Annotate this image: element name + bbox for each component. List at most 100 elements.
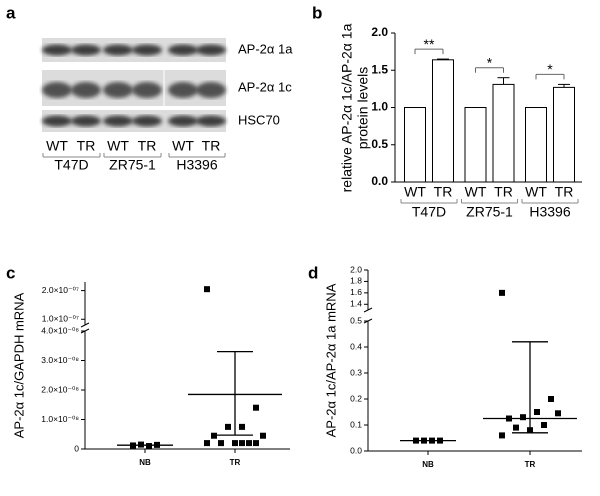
lane-label: WT bbox=[172, 138, 194, 154]
blot-band bbox=[71, 82, 101, 98]
y-tick-label: 2.0 bbox=[371, 25, 388, 39]
y-tick-label: 0 bbox=[74, 443, 79, 453]
blot-band bbox=[196, 115, 226, 127]
data-point bbox=[239, 423, 245, 430]
panel-label: c bbox=[6, 263, 15, 282]
lane-label: WT bbox=[107, 138, 129, 154]
data-point bbox=[499, 432, 505, 439]
bar bbox=[525, 107, 547, 183]
bar bbox=[553, 86, 575, 183]
data-point bbox=[246, 440, 252, 447]
group-label: T47D bbox=[412, 204, 446, 220]
y-tick-label: 2.0×10⁻⁰⁷ bbox=[42, 285, 79, 295]
x-tick-label: TR bbox=[555, 184, 574, 200]
panel-label: d bbox=[308, 263, 318, 282]
axis-break bbox=[363, 318, 373, 324]
data-point bbox=[154, 441, 160, 448]
lane-label: TR bbox=[138, 138, 157, 154]
x-tick-label: NB bbox=[139, 458, 151, 467]
y-tick-label: 0.2 bbox=[350, 393, 362, 403]
y-tick-label: 0.5 bbox=[350, 315, 362, 325]
data-point bbox=[253, 440, 259, 447]
blot-row-label: HSC70 bbox=[238, 112, 280, 127]
lane-label: WT bbox=[46, 138, 68, 154]
blot-band bbox=[168, 44, 198, 56]
y-tick-label: 0.0 bbox=[371, 174, 388, 188]
blot-band bbox=[196, 44, 226, 56]
x-tick-label: TR bbox=[230, 458, 241, 467]
blot-band bbox=[42, 44, 72, 56]
blot-band bbox=[168, 115, 198, 127]
y-tick-label: 0.0 bbox=[350, 445, 362, 455]
y-axis-label: protein levels bbox=[355, 67, 371, 150]
y-tick-label: 0.4 bbox=[350, 341, 362, 351]
blot-band bbox=[168, 82, 198, 98]
data-point bbox=[429, 437, 435, 444]
bar bbox=[404, 107, 426, 183]
group-label: ZR75-1 bbox=[466, 204, 513, 220]
data-point bbox=[204, 440, 210, 447]
data-point bbox=[218, 440, 224, 447]
x-tick-label: NB bbox=[422, 460, 434, 469]
lane-label: TR bbox=[77, 138, 96, 154]
data-point bbox=[506, 415, 512, 422]
axis-break bbox=[80, 328, 90, 334]
x-tick-label: WT bbox=[404, 184, 426, 200]
y-tick-label: 0.1 bbox=[350, 419, 362, 429]
y-tick-label: 2.0 bbox=[350, 264, 362, 274]
significance-label: * bbox=[487, 54, 493, 70]
data-point bbox=[225, 423, 231, 430]
panel-label: a bbox=[6, 3, 16, 22]
blot-band bbox=[103, 44, 133, 56]
bar bbox=[492, 83, 515, 183]
data-point bbox=[534, 409, 540, 415]
y-tick-label: 1.6 bbox=[350, 287, 362, 297]
data-point bbox=[527, 427, 533, 434]
blot-band bbox=[71, 44, 101, 56]
group-label: H3396 bbox=[529, 204, 570, 220]
data-point bbox=[239, 440, 245, 447]
y-tick-label: 0.5 bbox=[371, 137, 388, 151]
blot-row-label: AP-2α 1c bbox=[238, 79, 292, 94]
x-tick-label: TR bbox=[494, 184, 513, 200]
blot-band bbox=[42, 82, 72, 98]
data-point bbox=[499, 289, 505, 296]
bar bbox=[432, 59, 454, 183]
data-point bbox=[437, 437, 443, 444]
data-point bbox=[541, 422, 547, 428]
x-tick-label: WT bbox=[525, 184, 547, 200]
blot-band bbox=[103, 115, 133, 127]
x-tick-label: TR bbox=[434, 184, 453, 200]
data-point bbox=[211, 432, 217, 439]
y-axis-label: AP-2α 1c/AP-2α 1a mRNA bbox=[323, 283, 338, 437]
y-tick-label: 1.4 bbox=[350, 299, 362, 309]
bar bbox=[464, 107, 487, 183]
data-point bbox=[555, 410, 561, 417]
y-tick-label: 0.3 bbox=[350, 367, 362, 377]
data-point bbox=[421, 437, 427, 444]
lane-label: TR bbox=[202, 138, 221, 154]
y-tick-label: 1.0×10⁻⁰⁸ bbox=[41, 414, 79, 424]
y-tick-label: 1.5 bbox=[371, 62, 388, 76]
group-label: T47D bbox=[54, 157, 88, 173]
y-tick-label: 1.0×10⁻⁰⁷ bbox=[42, 314, 79, 324]
y-tick-label: 2.0×10⁻⁰⁸ bbox=[41, 384, 79, 394]
data-point bbox=[413, 437, 419, 444]
blot-band bbox=[132, 82, 162, 98]
significance-label: ** bbox=[424, 36, 435, 52]
group-label: ZR75-1 bbox=[109, 157, 156, 173]
y-tick-label: 1.0 bbox=[371, 100, 388, 114]
y-tick-label: 1.8 bbox=[350, 276, 362, 286]
y-axis-label: AP-2α 1c/GAPDH mRNA bbox=[11, 292, 26, 438]
blot-band bbox=[132, 115, 162, 127]
data-point bbox=[138, 441, 144, 448]
y-tick-label: 3.0×10⁻⁰⁸ bbox=[41, 355, 79, 365]
panel-label: b bbox=[312, 3, 322, 22]
data-point bbox=[130, 442, 136, 449]
blot-band bbox=[42, 115, 72, 127]
y-axis-label: relative AP-2α 1c/AP-2α 1a bbox=[339, 23, 355, 192]
significance-label: * bbox=[547, 61, 553, 77]
data-point bbox=[232, 440, 238, 447]
data-point bbox=[548, 396, 554, 402]
